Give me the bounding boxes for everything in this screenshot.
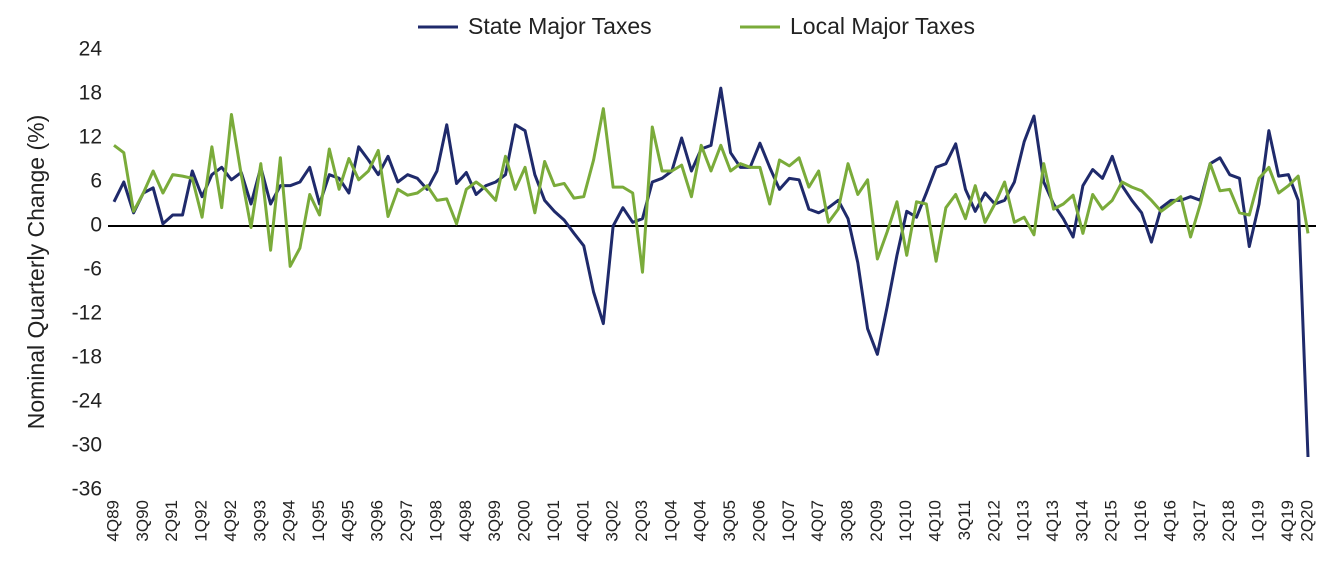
y-axis-title: Nominal Quarterly Change (%) (23, 115, 49, 429)
x-tick-label: 3Q96 (368, 500, 387, 542)
x-tick-label: 4Q19 (1278, 500, 1297, 542)
series-line (112, 86, 1310, 458)
x-tick-label: 3Q02 (603, 500, 622, 542)
x-tick-label: 3Q11 (955, 500, 974, 540)
x-tick-label: 2Q94 (280, 500, 299, 542)
y-tick-label: 6 (90, 170, 102, 193)
y-tick-label: 24 (79, 38, 103, 61)
x-tick-label: 2Q18 (1219, 500, 1238, 542)
x-tick-label: 4Q95 (338, 500, 357, 542)
x-tick-label: 4Q04 (691, 500, 710, 542)
legend-label: Local Major Taxes (790, 13, 975, 39)
x-tick-label: 2Q97 (397, 500, 416, 542)
x-tick-label: 1Q07 (779, 500, 798, 542)
y-tick-label: -24 (72, 390, 103, 413)
x-tick-label: 2Q09 (867, 500, 886, 542)
x-tick-label: 3Q93 (250, 500, 269, 542)
x-tick-label: 1Q04 (661, 500, 680, 542)
y-tick-label: 18 (79, 82, 102, 105)
x-tick-label: 2Q20 (1297, 500, 1316, 542)
x-tick-label: 4Q16 (1160, 500, 1179, 542)
x-tick-label: 2Q12 (984, 500, 1003, 542)
x-tick-label: 1Q98 (426, 500, 445, 542)
series-line (113, 107, 1310, 274)
x-tick-label: 3Q99 (485, 500, 504, 542)
x-tick-label: 1Q13 (1014, 500, 1033, 542)
x-tick-label: 1Q01 (544, 500, 563, 542)
x-tick-label: 1Q10 (896, 500, 915, 542)
x-tick-label: 4Q01 (573, 500, 592, 542)
y-tick-label: -12 (72, 302, 102, 325)
y-tick-label: 12 (79, 126, 102, 149)
x-tick-label: 4Q07 (808, 500, 827, 542)
x-tick-label: 2Q00 (515, 500, 534, 542)
x-tick-label: 4Q13 (1043, 500, 1062, 542)
x-tick-label: 2Q03 (632, 500, 651, 542)
x-tick-label: 4Q10 (926, 500, 945, 542)
y-tick-label: -36 (72, 478, 102, 501)
x-tick-label: 4Q89 (103, 500, 122, 542)
y-tick-label: -30 (72, 434, 102, 457)
x-tick-label: 3Q17 (1190, 500, 1209, 542)
x-tick-label: 3Q90 (133, 500, 152, 542)
y-tick-label: -6 (83, 258, 102, 281)
x-tick-label: 1Q95 (309, 500, 328, 542)
x-tick-label: 3Q05 (720, 500, 739, 542)
x-tick-label: 2Q91 (162, 500, 181, 542)
x-tick-label: 3Q08 (838, 500, 857, 542)
y-tick-label: -18 (72, 346, 102, 369)
y-tick-label: 0 (90, 214, 102, 237)
x-tick-label: 1Q19 (1249, 500, 1268, 542)
x-tick-label: 2Q15 (1102, 500, 1121, 542)
x-tick-label: 2Q06 (749, 500, 768, 542)
legend-label: State Major Taxes (468, 13, 652, 39)
x-tick-label: 4Q92 (221, 500, 240, 542)
x-tick-label: 1Q92 (192, 500, 211, 542)
x-tick-label: 4Q98 (456, 500, 475, 542)
x-tick-label: 1Q16 (1131, 500, 1150, 542)
x-tick-label: 3Q14 (1072, 500, 1091, 542)
